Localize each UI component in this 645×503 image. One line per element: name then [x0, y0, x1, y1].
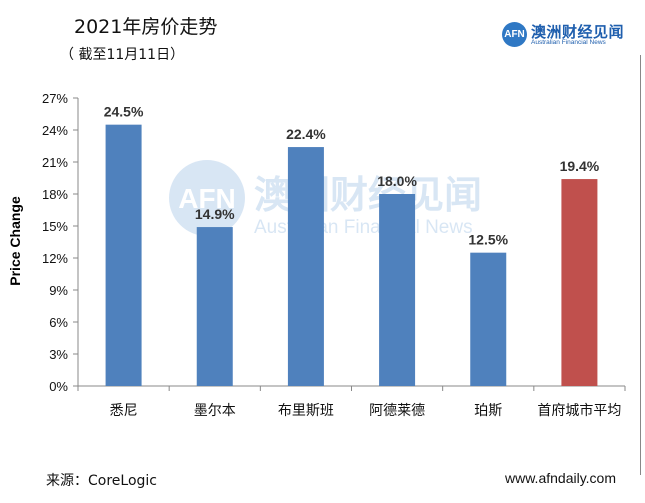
brand-logo: AFN 澳洲财经见闻 Australian Financial News	[502, 20, 630, 50]
website-link[interactable]: www.afndaily.com	[505, 470, 617, 486]
chart-subtitle: （ 截至11月11日）	[60, 47, 185, 63]
y-tick-label: 9%	[49, 283, 68, 298]
category-label: 首府城市平均	[537, 402, 621, 419]
frame-border	[640, 55, 641, 475]
data-label: 18.0%	[377, 173, 417, 189]
y-tick-label: 21%	[42, 155, 68, 170]
data-label: 24.5%	[104, 104, 144, 120]
bar[interactable]	[196, 227, 233, 386]
data-label: 12.5%	[468, 232, 508, 248]
category-label: 珀斯	[474, 403, 502, 419]
bar[interactable]	[470, 252, 507, 386]
x-axis	[77, 385, 626, 391]
chart-title: 2021年房价走势	[74, 16, 218, 38]
bars	[105, 124, 598, 387]
category-labels: 悉尼 墨尔本 布里斯班 阿德莱德 珀斯 首府城市平均	[110, 402, 622, 419]
watermark: AFN 澳洲财经见闻 Australian Financial News	[169, 160, 482, 238]
y-axis: 0% 3% 6% 9% 12% 15% 18% 21% 24% 27%	[42, 91, 79, 394]
watermark-badge: AFN	[178, 183, 236, 214]
y-tick-label: 3%	[49, 347, 68, 362]
bar[interactable]	[287, 147, 324, 386]
category-label: 墨尔本	[194, 403, 236, 419]
data-label: 14.9%	[195, 206, 235, 222]
bar[interactable]	[105, 124, 142, 387]
watermark-name-en: Australian Financial News	[254, 217, 473, 238]
data-labels: 24.5% 14.9% 22.4% 18.0% 12.5% 19.4%	[104, 104, 600, 248]
source-note: 来源：CoreLogic	[46, 473, 157, 489]
y-tick-label: 24%	[42, 123, 68, 138]
category-label: 布里斯班	[278, 403, 334, 419]
y-axis-title: Price Change	[7, 196, 23, 286]
afn-logo-icon: AFN	[502, 22, 527, 47]
watermark-logo-icon	[169, 160, 245, 236]
y-tick-label: 6%	[49, 315, 68, 330]
y-tick-label: 18%	[42, 187, 68, 202]
data-label: 22.4%	[286, 126, 326, 142]
category-label: 阿德莱德	[369, 403, 425, 419]
data-label: 19.4%	[560, 158, 600, 174]
y-tick-label: 27%	[42, 91, 68, 106]
y-tick-label: 0%	[49, 379, 68, 394]
bar[interactable]	[379, 194, 416, 386]
y-tick-label: 12%	[42, 251, 68, 266]
bar[interactable]	[561, 179, 598, 386]
brand-name-en: Australian Financial News	[531, 39, 606, 46]
category-label: 悉尼	[110, 403, 138, 419]
y-tick-label: 15%	[42, 219, 68, 234]
brand-name-cn: 澳洲财经见闻	[531, 23, 625, 41]
